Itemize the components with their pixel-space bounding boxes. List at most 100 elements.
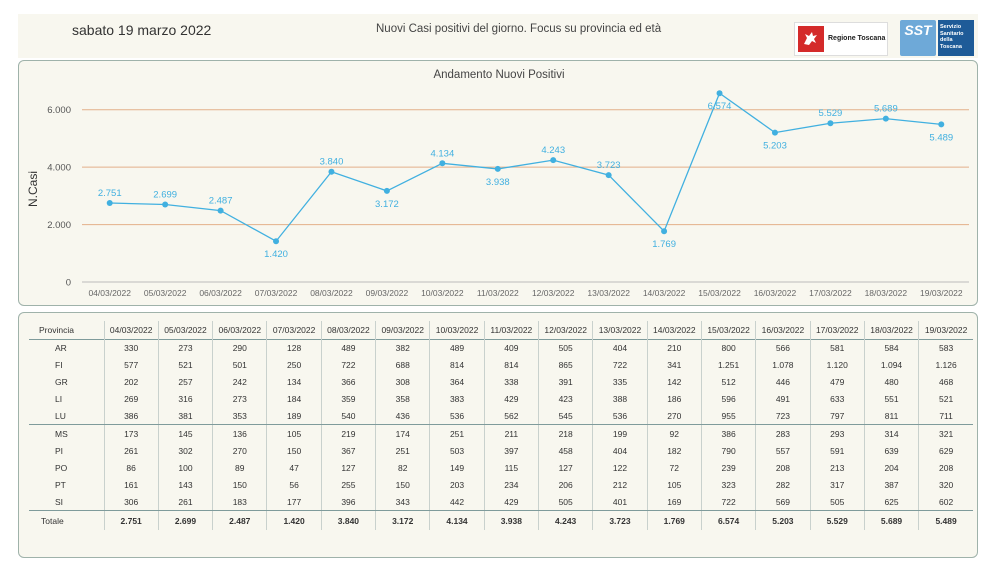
x-tick-label: 10/03/2022 — [421, 288, 464, 298]
x-tick-label: 19/03/2022 — [920, 288, 963, 298]
y-tick-label: 6.000 — [47, 105, 71, 116]
value-cell: 306 — [104, 493, 159, 512]
total-label: Totale — [29, 510, 105, 530]
data-label: 4.134 — [430, 148, 454, 159]
value-cell: 269 — [104, 390, 159, 408]
total-cell: 3.172 — [375, 510, 431, 530]
x-tick-label: 07/03/2022 — [255, 288, 298, 298]
value-cell: 800 — [701, 338, 757, 357]
data-label: 4.243 — [541, 145, 565, 156]
x-tick-label: 04/03/2022 — [88, 288, 131, 298]
value-cell: 545 — [538, 407, 594, 426]
value-cell: 82 — [375, 459, 431, 477]
value-cell: 261 — [104, 442, 159, 460]
value-cell: 404 — [592, 338, 648, 357]
value-cell: 458 — [538, 442, 594, 460]
value-cell: 47 — [266, 459, 322, 477]
value-cell: 811 — [864, 407, 920, 426]
data-label: 5.689 — [874, 104, 898, 115]
y-tick-label: 4.000 — [47, 163, 71, 174]
value-cell: 512 — [701, 373, 757, 391]
value-cell: 206 — [538, 476, 594, 494]
data-point — [716, 90, 723, 97]
province-cell: PO — [29, 459, 105, 477]
column-header-date: 11/03/2022 — [484, 321, 540, 339]
value-cell: 242 — [212, 373, 268, 391]
column-header-date: 07/03/2022 — [266, 321, 322, 339]
value-cell: 404 — [592, 442, 648, 460]
data-point — [383, 187, 390, 194]
value-cell: 283 — [755, 424, 811, 443]
value-cell: 186 — [647, 390, 702, 408]
data-point — [882, 115, 889, 122]
total-cell: 5.529 — [810, 510, 865, 530]
total-cell: 1.769 — [647, 510, 702, 530]
x-tick-label: 15/03/2022 — [698, 288, 741, 298]
total-cell: 4.243 — [538, 510, 594, 530]
x-tick-label: 05/03/2022 — [144, 288, 187, 298]
value-cell: 423 — [538, 390, 594, 408]
value-cell: 302 — [158, 442, 214, 460]
report-date: sabato 19 marzo 2022 — [72, 22, 212, 38]
data-label: 1.420 — [264, 249, 288, 260]
value-cell: 208 — [755, 459, 811, 477]
value-cell: 150 — [266, 442, 322, 460]
value-cell: 122 — [592, 459, 648, 477]
value-cell: 202 — [104, 373, 159, 391]
value-cell: 189 — [266, 407, 322, 426]
x-tick-label: 11/03/2022 — [477, 288, 519, 298]
table-row: PT 161 143 150 56 255 150 203 234 206 212 105 323 282… — [29, 476, 973, 494]
table-row: GR 202 257 242 134 366 308 364 338 391 335 142 512 44… — [29, 373, 973, 391]
value-cell: 105 — [266, 424, 322, 443]
value-cell: 391 — [538, 373, 594, 391]
value-cell: 100 — [158, 459, 214, 477]
value-cell: 1.251 — [701, 356, 757, 374]
value-cell: 722 — [592, 356, 648, 374]
value-cell: 397 — [484, 442, 540, 460]
value-cell: 491 — [755, 390, 811, 408]
value-cell: 489 — [429, 338, 485, 357]
column-header-date: 04/03/2022 — [104, 321, 159, 339]
column-header-date: 05/03/2022 — [158, 321, 214, 339]
total-cell: 5.203 — [755, 510, 811, 530]
data-label: 5.529 — [819, 108, 843, 119]
value-cell: 251 — [429, 424, 485, 443]
value-cell: 501 — [212, 356, 268, 374]
value-cell: 174 — [375, 424, 431, 443]
value-cell: 722 — [321, 356, 377, 374]
value-cell: 797 — [810, 407, 865, 426]
value-cell: 323 — [701, 476, 757, 494]
data-point — [550, 157, 557, 164]
y-tick-label: 0 — [66, 278, 71, 289]
value-cell: 865 — [538, 356, 594, 374]
total-cell: 2.699 — [158, 510, 214, 530]
value-cell: 203 — [429, 476, 485, 494]
value-cell: 282 — [755, 476, 811, 494]
value-cell: 711 — [918, 407, 973, 426]
data-label: 3.840 — [320, 157, 344, 168]
value-cell: 273 — [212, 390, 268, 408]
value-cell: 1.126 — [935, 359, 957, 370]
value-cell: 105 — [647, 476, 702, 494]
data-label: 2.487 — [209, 196, 233, 207]
value-cell: 569 — [755, 493, 811, 512]
value-cell: 270 — [647, 407, 702, 426]
total-cell: 3.723 — [592, 510, 648, 530]
value-cell: 341 — [647, 356, 702, 374]
x-tick-label: 12/03/2022 — [532, 288, 575, 298]
province-cell: PT — [29, 476, 105, 494]
value-cell: 591 — [810, 442, 865, 460]
value-cell: 293 — [810, 424, 865, 443]
value-cell: 688 — [375, 356, 431, 374]
value-cell: 239 — [701, 459, 757, 477]
value-cell: 583 — [918, 338, 973, 357]
value-cell: 261 — [158, 493, 214, 512]
value-cell: 505 — [538, 338, 594, 357]
value-cell: 479 — [810, 373, 865, 391]
x-tick-label: 09/03/2022 — [366, 288, 409, 298]
value-cell: 136 — [212, 424, 268, 443]
total-cell: 6.574 — [701, 510, 757, 530]
value-cell: 343 — [375, 493, 431, 512]
data-label: 2.751 — [98, 188, 122, 199]
data-point — [162, 201, 169, 208]
